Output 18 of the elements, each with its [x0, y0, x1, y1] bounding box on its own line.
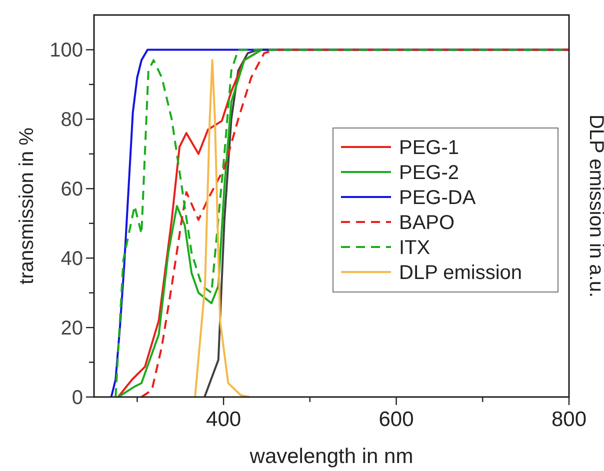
legend-label: PEG-2: [399, 162, 460, 184]
legend-label: PEG-DA: [399, 187, 476, 209]
line-series: [194, 59, 250, 398]
x-tick-label: 400: [206, 408, 242, 431]
y-tick-label: 40: [60, 248, 83, 270]
legend-label: BAPO: [399, 212, 455, 234]
y-tick-label: 80: [60, 109, 83, 132]
y-tick-label: 100: [50, 40, 83, 62]
y-tick-label: 20: [60, 318, 83, 340]
y-axis-title: transmission in %: [16, 127, 38, 284]
y-tick-label: 60: [60, 178, 83, 201]
x-axis-title: wavelength in nm: [248, 445, 414, 468]
y-tick-label: 0: [72, 387, 83, 409]
x-tick-label: 800: [551, 408, 587, 431]
legend-label: DLP emission: [399, 262, 522, 284]
legend-label: ITX: [399, 237, 430, 259]
x-tick-label: 600: [378, 408, 414, 431]
legend-label: PEG-1: [399, 137, 460, 159]
